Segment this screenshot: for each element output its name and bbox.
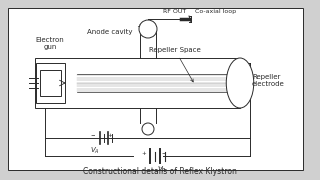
Bar <box>40 70 61 96</box>
Text: $+$: $+$ <box>141 149 147 157</box>
Bar <box>35 58 240 108</box>
Text: Repeller Space: Repeller Space <box>149 47 201 82</box>
Text: RF OUT: RF OUT <box>163 9 186 14</box>
Bar <box>36 63 65 103</box>
Circle shape <box>139 20 157 38</box>
Text: $-$: $-$ <box>90 132 96 138</box>
Text: Repeller
electrode: Repeller electrode <box>252 73 285 87</box>
Text: $-$: $-$ <box>161 150 167 156</box>
Text: Co-axial loop: Co-axial loop <box>195 9 236 14</box>
Text: $V_R$: $V_R$ <box>157 165 167 175</box>
Text: Constructional details of Reflex Klystron: Constructional details of Reflex Klystro… <box>83 168 237 177</box>
Text: Anode cavity: Anode cavity <box>87 25 142 35</box>
Text: $V_A$: $V_A$ <box>90 146 100 156</box>
Text: $+$: $+$ <box>107 131 113 139</box>
Circle shape <box>142 123 154 135</box>
Ellipse shape <box>226 58 254 108</box>
Text: Electron
gun: Electron gun <box>36 37 64 50</box>
